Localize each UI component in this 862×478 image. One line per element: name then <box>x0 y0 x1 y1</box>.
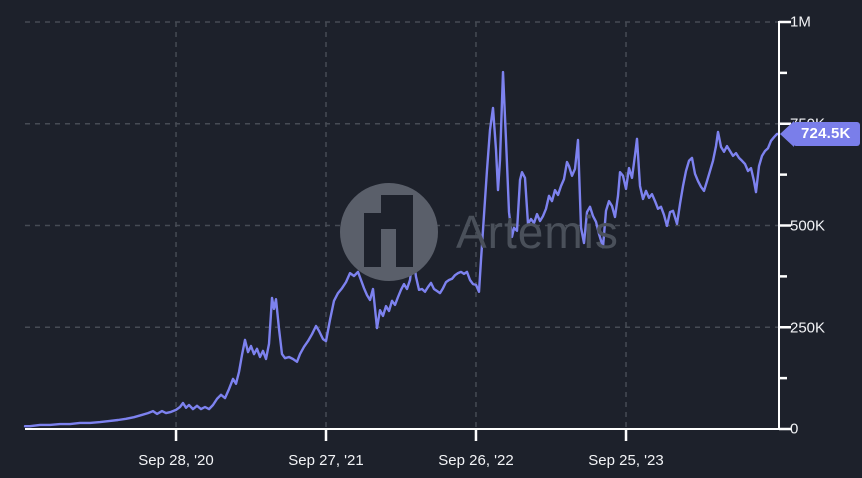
watermark: Artemis <box>340 183 619 281</box>
y-axis-tick-label: 500K <box>790 217 826 235</box>
artemis-logo-icon <box>340 183 438 281</box>
x-axis-tick-label: Sep 28, '20 <box>138 452 214 469</box>
badge-arrow-left-icon <box>780 121 794 147</box>
badge-value: 724.5K <box>793 122 860 146</box>
data-line[interactable] <box>23 70 781 428</box>
x-axis-tick-label: Sep 25, '23 <box>588 452 664 469</box>
x-axis-tick-label: Sep 26, '22 <box>438 452 514 469</box>
watermark-text: Artemis <box>456 206 619 258</box>
y-axis-tick-label: 1M <box>790 13 811 31</box>
current-value-badge: 724.5K <box>780 121 860 147</box>
y-axis-tick-label: 250K <box>790 319 826 337</box>
y-axis-tick-label: 0 <box>790 420 799 438</box>
x-axis-tick-label: Sep 27, '21 <box>288 452 364 469</box>
